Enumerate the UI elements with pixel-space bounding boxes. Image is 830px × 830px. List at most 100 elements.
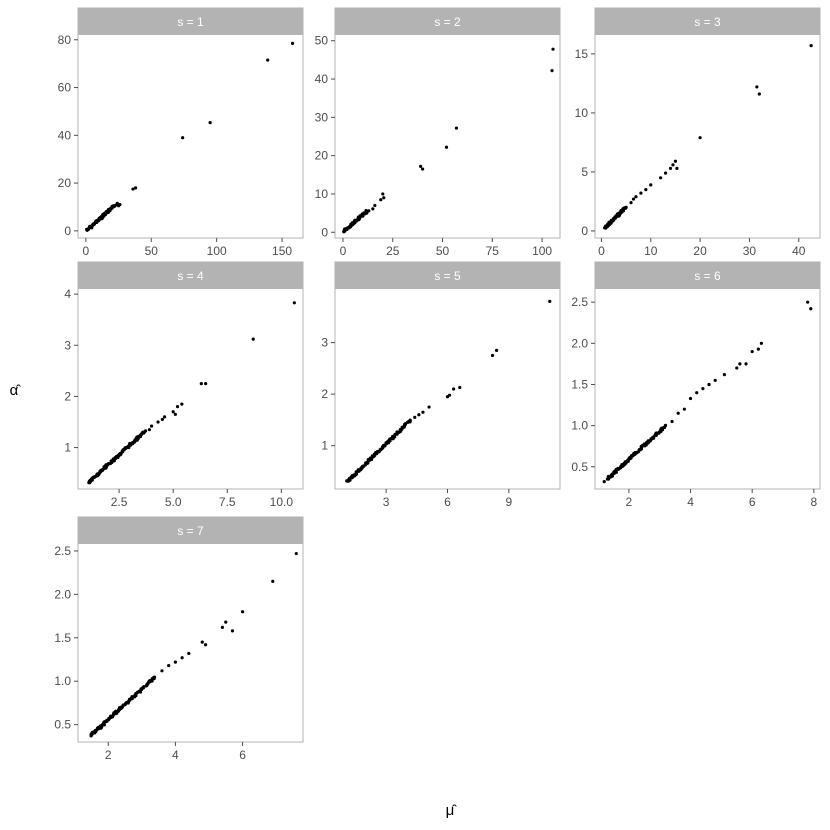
x-tick-label: 4 (687, 495, 694, 509)
y-tick-label: 1.0 (571, 419, 588, 433)
data-point (663, 424, 668, 428)
x-tick-label: 0 (83, 244, 90, 258)
panel-frame (334, 7, 561, 239)
x-tick-label: 30 (743, 244, 757, 258)
y-tick-label: 10 (315, 187, 329, 201)
data-point (454, 126, 459, 130)
data-point (220, 625, 225, 629)
data-point (809, 44, 813, 48)
data-point (345, 227, 349, 231)
data-point (644, 188, 648, 192)
data-point (809, 307, 813, 311)
y-axis-title: α̂ (10, 382, 22, 399)
panel-strip (78, 8, 303, 35)
data-point (160, 417, 164, 422)
data-point (676, 411, 680, 415)
data-point (619, 210, 623, 214)
panel-strip (78, 262, 303, 289)
panel-strip-title: s = 1 (177, 15, 204, 29)
panel-strip-title: s = 5 (434, 269, 461, 283)
x-tick-label: 2 (626, 495, 633, 509)
data-point (382, 196, 386, 200)
x-tick-label: 8 (810, 495, 817, 509)
data-point (550, 69, 554, 73)
data-point (421, 410, 425, 414)
y-tick-label: 5 (581, 165, 588, 179)
data-point (173, 660, 177, 664)
data-point (671, 163, 675, 167)
data-point (381, 192, 385, 196)
data-point (353, 221, 357, 225)
panel-strip (335, 8, 560, 35)
data-point (447, 393, 452, 397)
x-tick-label: 0 (598, 244, 605, 258)
y-tick-label: 1.5 (54, 631, 71, 645)
data-point (735, 366, 739, 370)
y-tick-label: 1 (321, 439, 328, 453)
data-point (133, 186, 138, 190)
y-tick-label: 0 (581, 224, 588, 238)
data-point (290, 41, 295, 45)
data-point (156, 420, 160, 424)
data-point (548, 299, 552, 303)
data-point (167, 663, 171, 668)
data-point (494, 348, 499, 352)
x-tick-label: 100 (207, 244, 227, 258)
y-tick-label: 2 (64, 389, 71, 403)
data-point (292, 301, 296, 305)
data-point (551, 47, 555, 51)
data-point (675, 166, 679, 170)
y-tick-label: 3 (64, 338, 71, 352)
y-tick-label: 50 (315, 34, 329, 48)
x-tick-label: 2.5 (111, 495, 128, 509)
data-point (149, 424, 154, 428)
x-tick-label: 6 (749, 495, 756, 509)
data-point (152, 675, 157, 679)
y-tick-label: 80 (58, 33, 72, 47)
data-point (224, 620, 228, 624)
y-tick-label: 0 (64, 224, 71, 238)
y-tick-label: 2 (321, 387, 328, 401)
panel-frame (594, 7, 821, 239)
y-tick-label: 2.5 (54, 544, 71, 558)
y-tick-label: 30 (315, 110, 329, 124)
data-point (602, 479, 606, 484)
data-point (110, 206, 114, 210)
data-point (118, 202, 122, 207)
data-point (240, 610, 245, 614)
data-point (175, 405, 180, 409)
data-point (361, 214, 365, 218)
data-point (115, 201, 119, 205)
panel-frame (77, 261, 304, 490)
data-point (147, 428, 151, 432)
data-point (181, 136, 185, 140)
x-tick-label: 10 (644, 244, 658, 258)
x-tick-label: 2 (105, 748, 112, 762)
data-point (294, 551, 298, 556)
x-tick-label: 10.0 (270, 495, 294, 509)
x-tick-label: 100 (532, 244, 552, 258)
y-tick-label: 3 (321, 336, 328, 350)
data-point (180, 656, 184, 660)
data-point (417, 413, 421, 417)
data-point (413, 415, 417, 419)
data-point (688, 396, 693, 401)
data-point (365, 460, 369, 464)
y-tick-label: 0 (321, 225, 328, 239)
data-point (663, 171, 668, 175)
data-point (490, 353, 495, 358)
data-point (458, 385, 462, 390)
panel-frame (594, 261, 821, 490)
data-point (349, 224, 353, 228)
x-tick-label: 6 (444, 495, 451, 509)
data-point (143, 429, 148, 433)
y-tick-label: 40 (58, 128, 72, 142)
x-tick-label: 50 (436, 244, 450, 258)
data-point (668, 166, 673, 170)
y-tick-label: 2.0 (54, 587, 71, 601)
y-tick-label: 15 (575, 47, 589, 61)
data-point (673, 159, 678, 163)
data-point (695, 391, 699, 395)
x-tick-label: 150 (272, 244, 292, 258)
